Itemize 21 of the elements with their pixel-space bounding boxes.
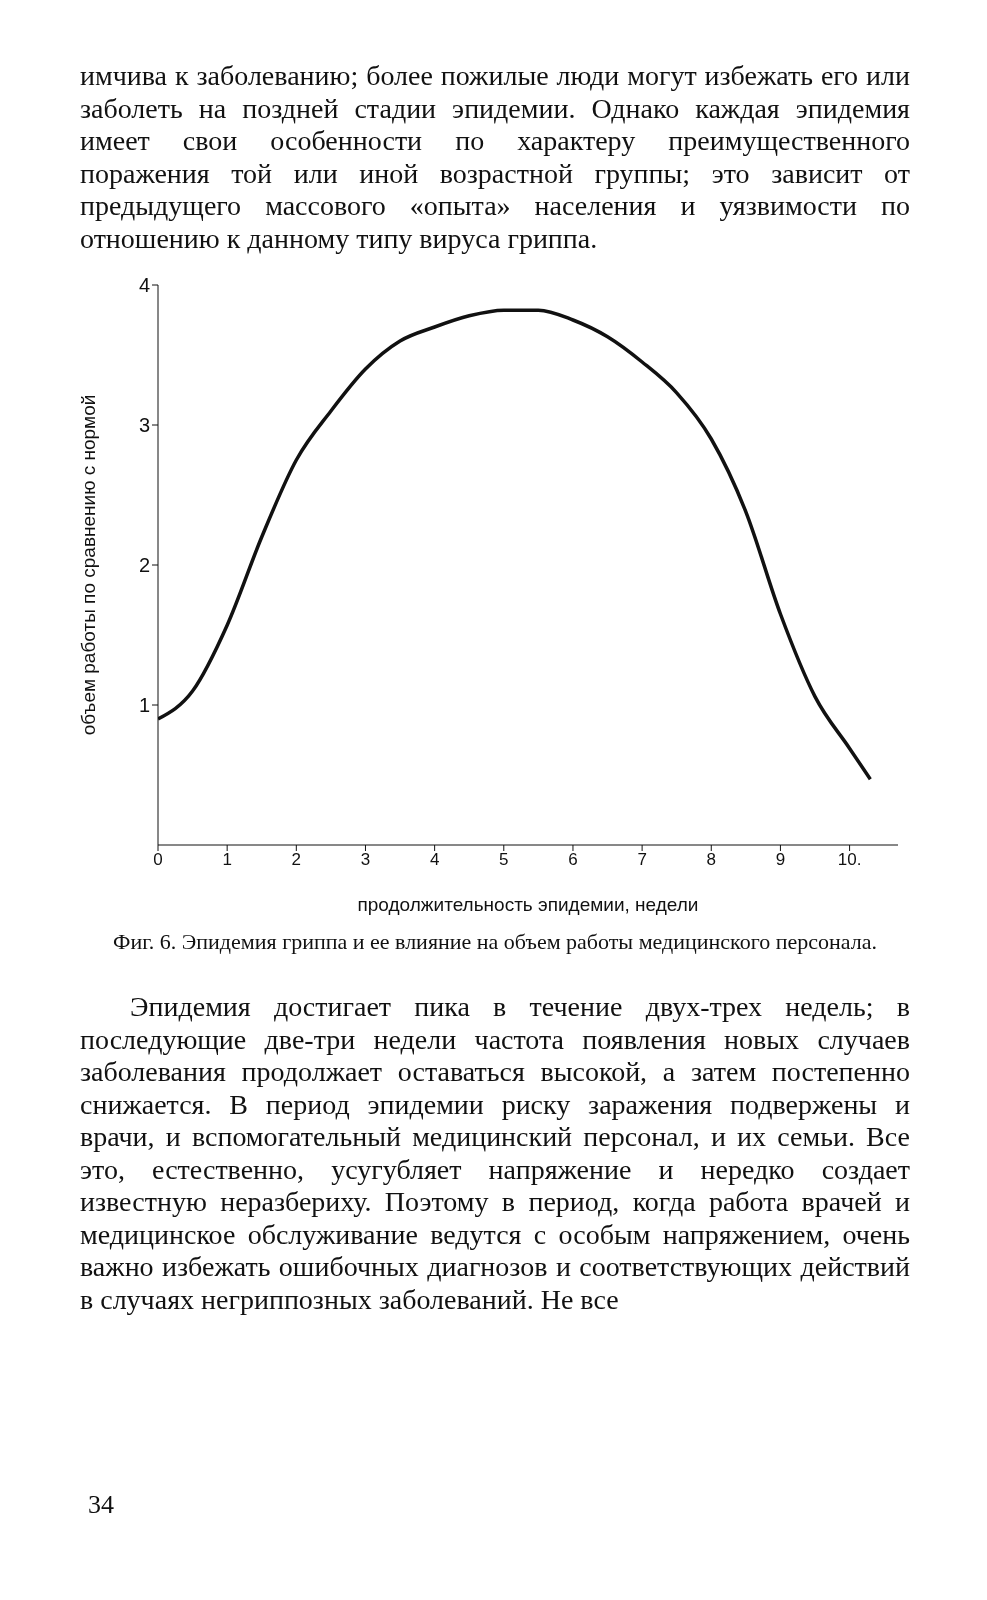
x-tick-label: 7	[637, 850, 647, 870]
x-tick-label: 3	[360, 850, 371, 870]
x-tick-label: 10.	[837, 850, 862, 870]
x-tick-label: 6	[568, 850, 578, 870]
y-tick-label: 1	[138, 694, 150, 717]
y-axis-title: объем работы по сравнению с нормой	[77, 394, 99, 736]
text: имчива к заболеванию; более пожилые люди могут избежать его или заболеть на поздней стадии эпидемии. Однако каждая эпидемия имеет свои особенности по характеру преимущественного поражения той или иной возрастной группы; это зависит от предыдущего массового «опыта» населения и уязвимости по отношению к данному типу вируса гриппа.	[80, 60, 910, 255]
y-tick-label: 2	[138, 554, 150, 577]
x-tick-label: 4	[429, 850, 440, 870]
x-tick-label: 5	[499, 850, 509, 870]
text: Эпидемия достигает пика в течение двух-трех недель; в последующие две-три недели частота появления новых случаев заболевания продолжает оставаться высокой, а затем постепенно снижается. В период эпидемии риску заражения подвержены и врачи, и вспомогательный медицинский персонал, и их семьи. Все это, естественно, усугубляет напряжение и нередко создает известную неразбериху. Поэтому в период, когда работа врачей и медицинское обслуживание ведутся с особым напряжением, очень важно избежать ошибочных диагнозов и соответствующих действий в случаях негриппозных заболеваний. Не все	[80, 991, 910, 1315]
x-tick-label: 0	[153, 850, 163, 870]
text: 34	[88, 1490, 114, 1520]
x-tick-label: 9	[775, 850, 786, 870]
x-tick-label: 8	[706, 850, 717, 870]
x-tick-label: 2	[291, 850, 302, 870]
y-tick-label: 4	[138, 274, 150, 297]
y-tick-label: 3	[138, 414, 150, 437]
x-tick-label: 1	[222, 850, 232, 870]
text: Фиг. 6. Эпидемия гриппа и ее влияние на объем работы медицинского персонала.	[112, 929, 878, 955]
x-axis-title: продолжительность эпидемии, недели	[357, 894, 699, 915]
